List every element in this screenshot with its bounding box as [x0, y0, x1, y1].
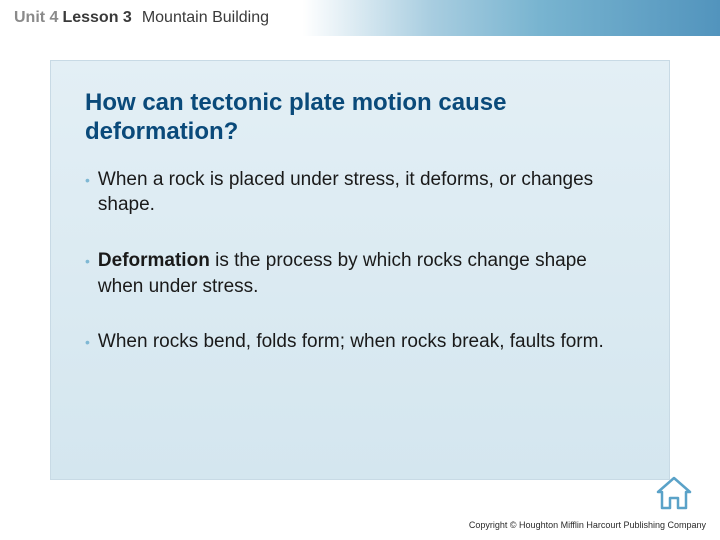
- bullet-text: Deformation is the process by which rock…: [98, 248, 635, 299]
- bullet-item: • When rocks bend, folds form; when rock…: [85, 329, 635, 355]
- bullet-post: When rocks bend, folds form; when rocks …: [98, 331, 604, 352]
- content-panel: How can tectonic plate motion cause defo…: [50, 60, 670, 480]
- home-icon[interactable]: [652, 472, 696, 516]
- copyright-text: Copyright © Houghton Mifflin Harcourt Pu…: [469, 520, 706, 530]
- bullet-dot-icon: •: [85, 334, 90, 350]
- bullet-post: When a rock is placed under stress, it d…: [98, 169, 593, 216]
- bullet-dot-icon: •: [85, 172, 90, 188]
- bullet-text: When rocks bend, folds form; when rocks …: [98, 329, 604, 355]
- header-bar: Unit 4 Lesson 3 Mountain Building: [0, 0, 720, 36]
- unit-label: Unit 4: [14, 9, 58, 27]
- bullet-item: • Deformation is the process by which ro…: [85, 248, 635, 299]
- bullet-text: When a rock is placed under stress, it d…: [98, 167, 635, 218]
- bullet-item: • When a rock is placed under stress, it…: [85, 167, 635, 218]
- lesson-label: Lesson 3: [62, 9, 131, 27]
- lesson-title: Mountain Building: [142, 9, 269, 27]
- bullet-bold: Deformation: [98, 250, 210, 271]
- bullet-dot-icon: •: [85, 253, 90, 269]
- slide-heading: How can tectonic plate motion cause defo…: [85, 89, 635, 147]
